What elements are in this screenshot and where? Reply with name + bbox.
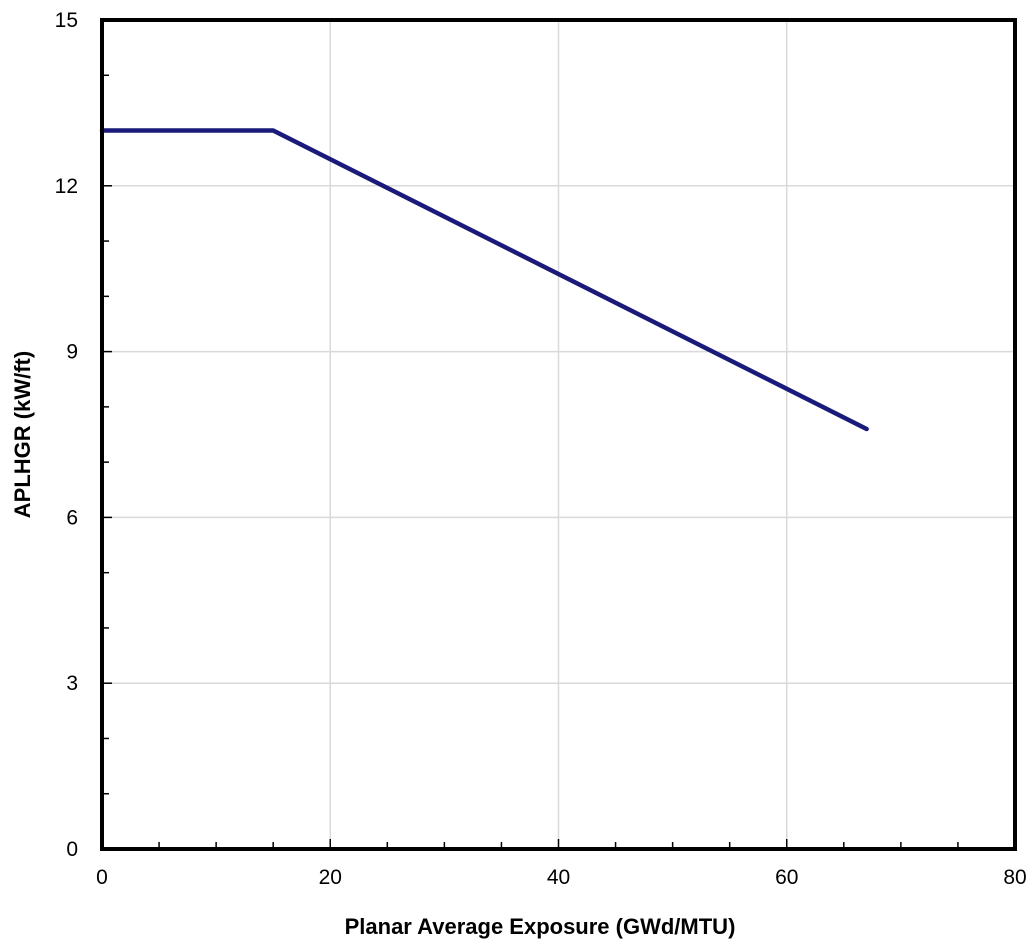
x-tick-labels: 0 20 40 60 80 <box>96 866 1027 889</box>
y-tick-label: 12 <box>55 175 78 198</box>
y-tick-labels: 0 3 6 9 12 15 <box>55 9 78 861</box>
y-tick-label: 15 <box>55 9 78 32</box>
grid-lines <box>102 20 1015 849</box>
y-tick-label: 0 <box>66 838 78 861</box>
y-tick-label: 9 <box>66 341 78 364</box>
y-axis-title: APLHGR (kW/ft) <box>10 351 35 518</box>
y-tick-label: 3 <box>66 672 78 695</box>
x-tick-label: 40 <box>547 866 570 889</box>
x-tick-label: 80 <box>1003 866 1026 889</box>
minor-ticks <box>102 74 959 849</box>
x-tick-label: 60 <box>775 866 798 889</box>
x-axis-title: Planar Average Exposure (GWd/MTU) <box>345 914 736 939</box>
plot-area-frame <box>100 18 1017 851</box>
series-line <box>99 128 869 432</box>
x-tick-label: 20 <box>319 866 342 889</box>
series-layer <box>99 128 869 432</box>
y-tick-label: 6 <box>66 506 78 529</box>
x-tick-label: 0 <box>96 866 108 889</box>
